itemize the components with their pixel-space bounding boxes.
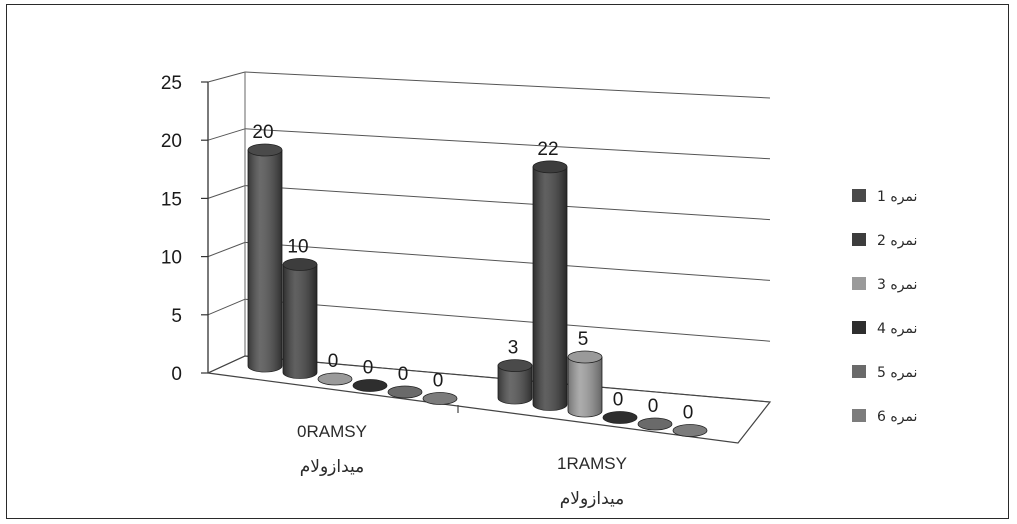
bar xyxy=(282,258,318,379)
y-tick-label: 0 xyxy=(171,364,182,385)
bar xyxy=(497,359,533,405)
legend-swatch xyxy=(852,409,866,422)
data-label: 0 xyxy=(683,403,694,424)
data-labels: 20 3 10 22 0 5 0 0 0 0 0 0 xyxy=(252,122,693,424)
bar xyxy=(387,385,423,399)
category-sublabel: میدازولام xyxy=(560,489,625,508)
bar-top xyxy=(247,143,283,157)
bar xyxy=(672,424,708,437)
gridline-side xyxy=(207,185,246,199)
bar-shade xyxy=(568,357,602,417)
category-sublabel: میدازولام xyxy=(300,457,365,476)
data-label: 0 xyxy=(328,351,339,372)
axes: 0 5 10 15 20 25 xyxy=(161,72,772,444)
category-label: 0RAMSY xyxy=(297,422,367,441)
legend: نمره 1 نمره 2 نمره 3 نمره 4 نمره 5 نمره 6 xyxy=(852,189,917,425)
gridline-side xyxy=(207,71,246,83)
bar-shade xyxy=(498,365,532,404)
gridline xyxy=(244,71,771,99)
data-label: 22 xyxy=(537,139,558,160)
category-label: 1RAMSY xyxy=(557,454,627,473)
data-label: 0 xyxy=(613,390,624,411)
data-label: 0 xyxy=(433,371,444,392)
bar-top xyxy=(282,258,318,271)
bar-top xyxy=(532,160,568,174)
bar xyxy=(422,392,458,405)
bar-top xyxy=(602,411,638,424)
legend-swatch xyxy=(852,233,866,246)
data-label: 10 xyxy=(287,237,308,258)
legend-swatch xyxy=(852,321,866,334)
bar-top xyxy=(352,379,388,392)
bar xyxy=(567,350,603,418)
legend-label: نمره 2 xyxy=(877,233,917,249)
y-tick-label: 25 xyxy=(161,73,182,94)
chart-frame xyxy=(6,4,1009,519)
gridline-side xyxy=(207,298,246,316)
bar xyxy=(317,372,353,386)
bar-top xyxy=(672,424,708,437)
gridline xyxy=(244,241,771,281)
legend-label: نمره 1 xyxy=(877,189,917,205)
bars xyxy=(247,143,708,437)
bar xyxy=(247,143,283,373)
bar-shade xyxy=(283,264,317,379)
data-label: 0 xyxy=(648,396,659,417)
bar-shade xyxy=(533,166,567,411)
data-label: 3 xyxy=(508,338,519,359)
gridline-side xyxy=(207,128,246,141)
legend-label: نمره 5 xyxy=(877,365,917,381)
gridline xyxy=(244,298,771,342)
gridline xyxy=(244,128,771,160)
legend-label: نمره 4 xyxy=(877,321,917,337)
y-tick-label: 10 xyxy=(161,248,182,269)
data-label: 5 xyxy=(578,329,589,350)
bar-top xyxy=(637,417,673,431)
bar xyxy=(602,411,638,424)
bar-top xyxy=(317,372,353,386)
bar-top xyxy=(387,385,423,399)
floor xyxy=(205,355,772,444)
category-labels: 0RAMSY میدازولام 1RAMSY میدازولام xyxy=(297,422,627,508)
y-tick-label: 15 xyxy=(161,189,182,210)
legend-label: نمره 3 xyxy=(877,277,917,293)
bar xyxy=(352,379,388,392)
bar xyxy=(532,160,568,411)
y-tick-label: 20 xyxy=(161,131,182,152)
legend-label: نمره 6 xyxy=(877,409,917,425)
legend-swatch xyxy=(852,365,866,378)
bar xyxy=(637,417,673,431)
legend-swatch xyxy=(852,189,866,202)
data-label: 0 xyxy=(398,364,409,385)
data-label: 0 xyxy=(363,358,374,379)
bar-top xyxy=(567,350,603,364)
gridline xyxy=(244,185,771,221)
bar-top xyxy=(422,392,458,405)
bar-top xyxy=(497,359,533,373)
gridline-side xyxy=(207,241,246,258)
bar-shade xyxy=(248,150,282,372)
y-tick-label: 5 xyxy=(171,306,182,327)
legend-swatch xyxy=(852,277,866,290)
data-label: 20 xyxy=(252,122,273,143)
